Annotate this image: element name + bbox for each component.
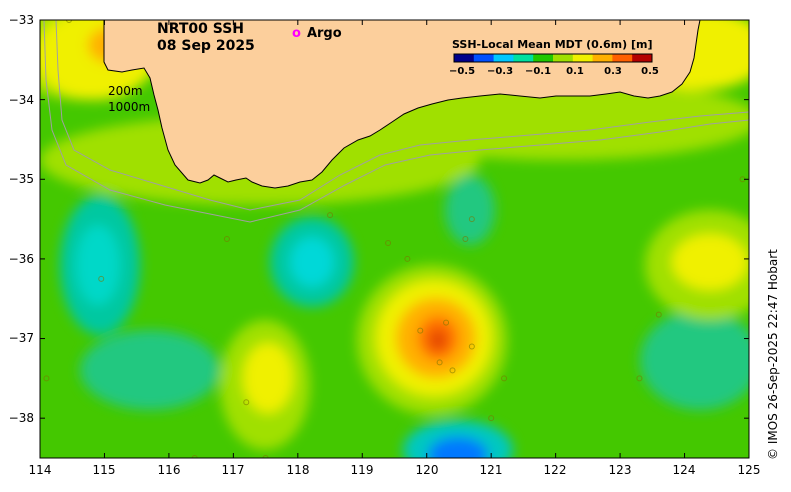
colorbar-tick-label: −0.1 (524, 66, 552, 77)
colorbar-swatch (572, 54, 594, 62)
y-tick-label: −33 (8, 13, 34, 27)
colorbar-swatch (592, 54, 613, 62)
argo-float-marker (66, 20, 73, 23)
map-title: NRT00 SSH 08 Sep 2025 (157, 21, 255, 55)
x-tick-label: 118 (286, 463, 310, 477)
ssh-band-red-central (430, 330, 446, 350)
ssh-band-teal-north (445, 175, 495, 245)
axis-ticks (39, 19, 750, 458)
argo-float-marker (43, 375, 50, 382)
argo-legend: o Argo (292, 26, 342, 41)
argo-float-marker (436, 359, 443, 366)
argo-float-marker (223, 236, 230, 242)
argo-float-marker (501, 375, 508, 382)
title-product: NRT00 SSH (157, 21, 245, 37)
colorbar-tick-label: −0.5 (448, 66, 476, 77)
colorbar-title: SSH-Local Mean MDT (0.6m) [m] (452, 38, 653, 51)
x-tick-label: 116 (157, 463, 181, 477)
title-date: 08 Sep 2025 (157, 38, 255, 54)
argo-float-marker (488, 415, 495, 422)
argo-float-marker (655, 311, 662, 318)
argo-float-marker (468, 343, 475, 350)
x-tick-label: 125 (737, 463, 761, 477)
argo-float-marker (443, 319, 450, 326)
argo-float-marker (327, 212, 334, 219)
colorbar-swatch (632, 54, 653, 62)
colorbar-swatch (612, 54, 633, 62)
y-tick-label: −37 (8, 331, 34, 345)
x-tick-label: 120 (415, 463, 439, 477)
x-tick-label: 119 (350, 463, 374, 477)
argo-float-marker (417, 327, 424, 334)
ssh-band-teal-sw (80, 330, 220, 410)
argo-float-marker (636, 375, 643, 382)
colorbar-tick-label: 0.3 (604, 66, 622, 77)
argo-float-marker (262, 455, 269, 458)
colorbar-swatch (493, 54, 514, 62)
y-tick-label: −35 (8, 172, 34, 186)
argo-float-marker (243, 399, 250, 406)
ssh-band-lightgreen-shelf-e (360, 80, 749, 160)
argo-float-marker (385, 239, 392, 246)
contour-label-200m: 200m (108, 84, 143, 98)
x-tick-label: 121 (479, 463, 503, 477)
colorbar (453, 53, 653, 63)
copyright-credit: © IMOS 26-Sep-2025 22:47 Hobart (766, 249, 780, 460)
ssh-band-teal-west-core (76, 225, 120, 305)
x-tick-label: 122 (543, 463, 567, 477)
x-tick-label: 114 (28, 463, 52, 477)
y-tick-label: −36 (8, 252, 34, 266)
x-tick-label: 117 (221, 463, 245, 477)
colorbar-tick-label: 0.1 (566, 66, 584, 77)
argo-legend-label: Argo (306, 26, 342, 41)
argo-float-marker (404, 255, 411, 262)
colorbar-swatch (513, 54, 534, 62)
argo-float-marker (462, 236, 469, 242)
plot-frame (39, 19, 750, 459)
argo-float-marker (468, 216, 475, 223)
y-tick-label: −38 (8, 411, 34, 425)
ssh-band-teal-middle-core (290, 237, 334, 287)
y-tick-label: −34 (8, 93, 34, 107)
contour-1000m (43, 20, 749, 223)
ssh-band-teal-se (640, 310, 749, 410)
argo-float-marker (191, 455, 198, 458)
colorbar-swatch (533, 54, 554, 62)
colorbar-tick-label: 0.5 (641, 66, 659, 77)
colorbar-tick-label: −0.3 (486, 66, 514, 77)
argo-float-marker (98, 275, 105, 282)
colorbar-swatch (454, 54, 475, 62)
ssh-band-yellow-sw (243, 343, 293, 413)
ssh-band-yellow-east (672, 234, 748, 290)
contour-200m (55, 20, 749, 211)
ssh-band-blue-south (428, 437, 488, 458)
argo-float-markers (43, 20, 746, 458)
argo-symbol-icon: o (292, 26, 301, 41)
contour-label-1000m: 1000m (108, 100, 151, 114)
x-tick-label: 115 (92, 463, 116, 477)
colorbar-border (453, 53, 653, 63)
x-tick-label: 123 (608, 463, 632, 477)
colorbar-swatch (553, 54, 574, 62)
argo-float-marker (449, 367, 456, 374)
colorbar-swatch (473, 54, 495, 62)
x-tick-label: 124 (672, 463, 696, 477)
